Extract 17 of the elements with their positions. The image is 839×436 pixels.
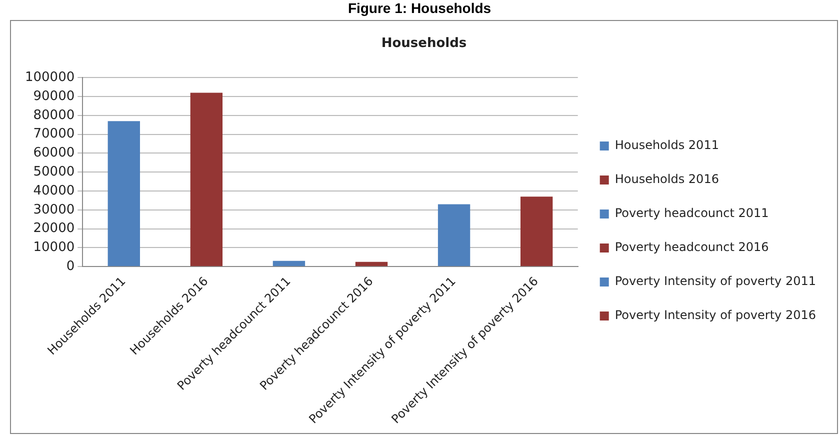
legend-label: Poverty headcounct 2011 bbox=[614, 206, 769, 220]
y-tick-label: 0 bbox=[66, 258, 75, 274]
legend-label: Poverty headcounct 2016 bbox=[614, 240, 769, 254]
y-tick-label: 90000 bbox=[33, 88, 75, 104]
legend-label: Households 2011 bbox=[614, 138, 719, 152]
y-tick-label: 10000 bbox=[33, 240, 75, 256]
y-tick-label: 80000 bbox=[33, 108, 75, 123]
caption: Figure 1: Households bbox=[346, 0, 492, 16]
y-tick-label: 30000 bbox=[33, 202, 75, 218]
y-tick-label: 60000 bbox=[33, 146, 75, 161]
y-tick-label: 100000 bbox=[24, 70, 75, 85]
legend-label: Households 2016 bbox=[614, 172, 719, 186]
y-tick-label: 40000 bbox=[33, 183, 75, 198]
y-tick-label: 50000 bbox=[33, 164, 75, 180]
chart-title: Households bbox=[381, 36, 467, 52]
y-tick-label: 20000 bbox=[33, 221, 75, 236]
y-tick-label: 70000 bbox=[33, 126, 75, 142]
